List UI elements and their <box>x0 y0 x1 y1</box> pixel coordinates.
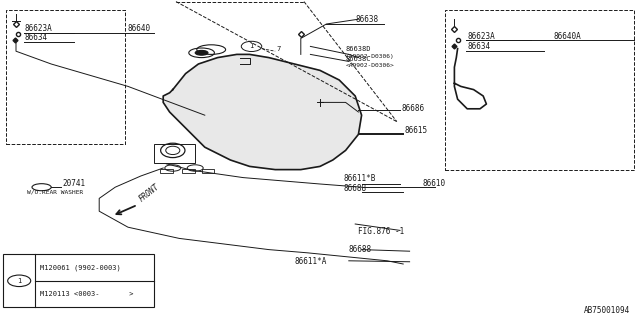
Text: FIG.876 -1: FIG.876 -1 <box>358 227 404 236</box>
Text: 86634: 86634 <box>24 33 47 42</box>
Text: AB75001094: AB75001094 <box>584 306 630 315</box>
Text: FRONT: FRONT <box>138 182 161 204</box>
Text: 86623A: 86623A <box>24 24 52 33</box>
Text: 86638D: 86638D <box>346 46 371 52</box>
Bar <box>6 10 125 144</box>
Text: 86634: 86634 <box>467 42 490 51</box>
Text: W/O.REAR WASHER: W/O.REAR WASHER <box>27 189 83 195</box>
Text: 86611*B: 86611*B <box>343 174 376 183</box>
Text: 1: 1 <box>17 278 21 284</box>
Bar <box>160 169 173 173</box>
Polygon shape <box>163 54 362 170</box>
Text: (A9902-D0306): (A9902-D0306) <box>346 53 394 59</box>
Text: 86688: 86688 <box>349 245 372 254</box>
Text: 86638C: 86638C <box>346 56 371 62</box>
Bar <box>3 254 154 307</box>
Text: 86640A: 86640A <box>554 32 581 41</box>
Ellipse shape <box>195 51 208 55</box>
Text: 86688: 86688 <box>343 184 366 193</box>
Text: 86623A: 86623A <box>467 32 495 41</box>
Text: <A9902-D0306>: <A9902-D0306> <box>346 63 394 68</box>
Text: M120061 (9902-0003): M120061 (9902-0003) <box>40 264 120 271</box>
Text: 86610: 86610 <box>422 179 445 188</box>
Text: 7: 7 <box>276 46 281 52</box>
Text: 20741: 20741 <box>63 179 86 188</box>
Bar <box>154 144 195 163</box>
Text: 86615: 86615 <box>404 126 428 135</box>
Text: 86611*A: 86611*A <box>294 257 327 266</box>
Text: 1: 1 <box>250 44 253 49</box>
Text: 86640: 86640 <box>128 24 151 33</box>
Text: M120113 <0003-       >: M120113 <0003- > <box>40 291 133 297</box>
Text: 86686: 86686 <box>402 104 425 113</box>
Bar <box>182 169 195 173</box>
Bar <box>445 10 634 170</box>
Bar <box>202 169 214 173</box>
Text: 86638: 86638 <box>355 15 378 24</box>
